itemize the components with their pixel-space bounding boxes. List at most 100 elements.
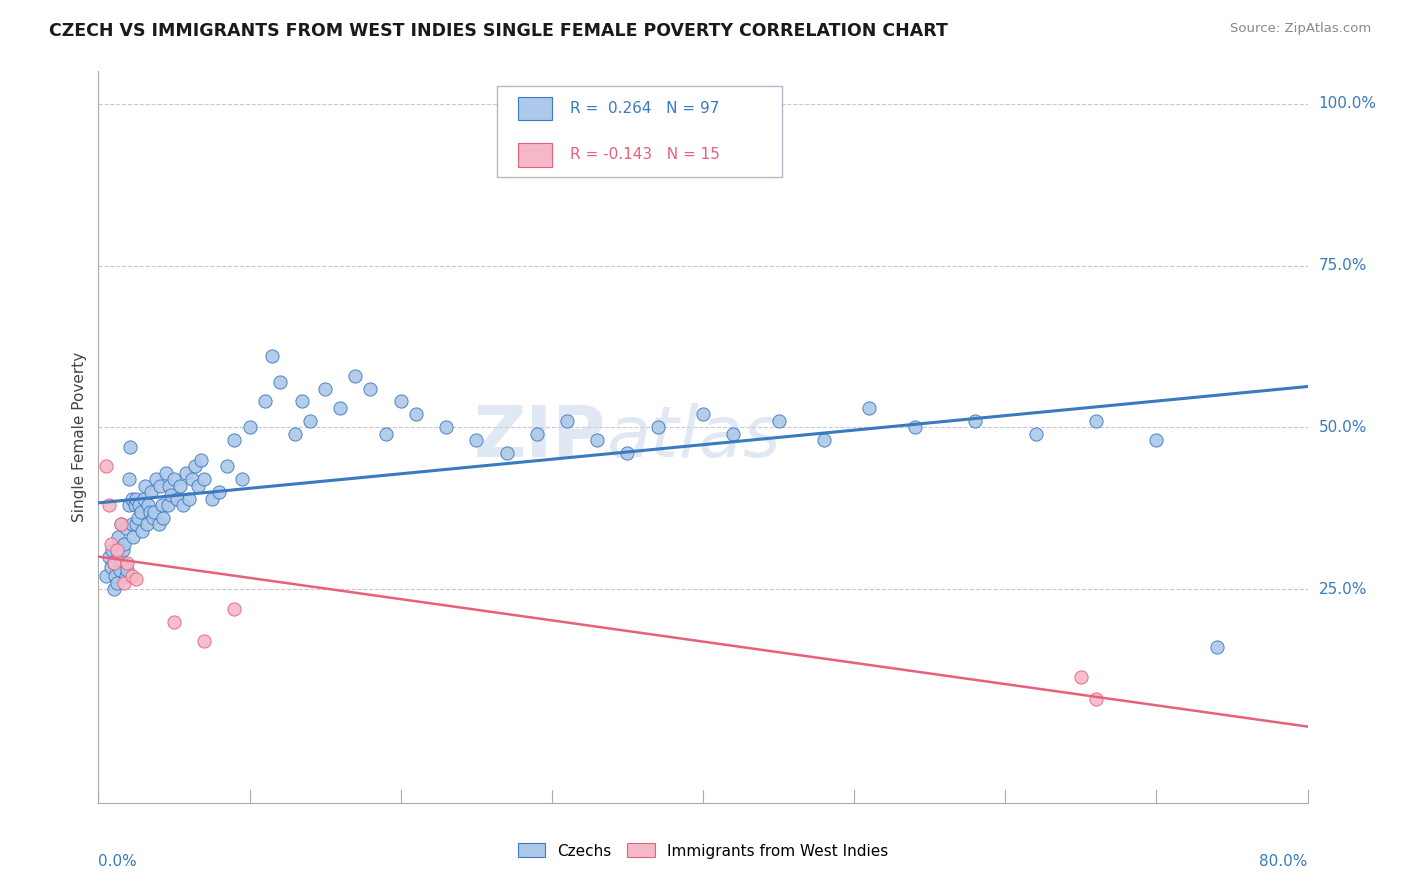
- Point: [160, 488, 183, 502]
- Point: [114, 521, 136, 535]
- Bar: [517, 143, 553, 167]
- Text: 25.0%: 25.0%: [1319, 582, 1367, 597]
- Point: [156, 498, 179, 512]
- Point: [1085, 414, 1108, 428]
- Point: [1085, 692, 1108, 706]
- Point: [616, 446, 638, 460]
- Point: [405, 408, 427, 422]
- Point: [94, 459, 117, 474]
- Point: [284, 426, 307, 441]
- Point: [124, 498, 146, 512]
- Point: [127, 511, 149, 525]
- Point: [98, 549, 121, 564]
- Point: [143, 504, 166, 518]
- Text: R =  0.264   N = 97: R = 0.264 N = 97: [569, 101, 720, 116]
- Point: [360, 382, 382, 396]
- Point: [111, 543, 134, 558]
- Point: [114, 569, 136, 583]
- Point: [555, 414, 578, 428]
- Legend: Czechs, Immigrants from West Indies: Czechs, Immigrants from West Indies: [512, 838, 894, 864]
- Point: [208, 485, 231, 500]
- Point: [291, 394, 314, 409]
- Point: [110, 553, 132, 567]
- Point: [647, 420, 669, 434]
- Point: [101, 543, 124, 558]
- Point: [148, 517, 170, 532]
- Point: [193, 472, 215, 486]
- Point: [155, 466, 177, 480]
- Point: [858, 401, 880, 415]
- Text: 50.0%: 50.0%: [1319, 420, 1367, 435]
- Point: [94, 569, 117, 583]
- Point: [166, 491, 188, 506]
- Point: [107, 530, 129, 544]
- Point: [163, 615, 186, 629]
- Text: 80.0%: 80.0%: [1260, 854, 1308, 869]
- Point: [344, 368, 367, 383]
- Point: [141, 485, 163, 500]
- Point: [201, 491, 224, 506]
- Point: [179, 491, 201, 506]
- Y-axis label: Single Female Poverty: Single Female Poverty: [72, 352, 87, 522]
- Point: [149, 478, 172, 492]
- Point: [768, 414, 790, 428]
- Point: [139, 504, 162, 518]
- Point: [98, 498, 121, 512]
- Point: [224, 601, 246, 615]
- Point: [586, 434, 609, 448]
- Text: R = -0.143   N = 15: R = -0.143 N = 15: [569, 147, 720, 162]
- Point: [965, 414, 987, 428]
- Point: [159, 478, 181, 492]
- Point: [110, 517, 132, 532]
- Bar: [517, 97, 553, 120]
- Point: [904, 420, 927, 434]
- Point: [129, 504, 152, 518]
- Point: [434, 420, 457, 434]
- Point: [118, 498, 141, 512]
- Point: [150, 498, 173, 512]
- Point: [169, 478, 191, 492]
- Point: [128, 498, 150, 512]
- Point: [121, 569, 143, 583]
- Point: [224, 434, 246, 448]
- Point: [465, 434, 488, 448]
- Text: Source: ZipAtlas.com: Source: ZipAtlas.com: [1230, 22, 1371, 36]
- Point: [132, 491, 155, 506]
- Text: atlas: atlas: [606, 402, 780, 472]
- Point: [100, 559, 122, 574]
- Point: [105, 543, 128, 558]
- Point: [269, 375, 291, 389]
- Point: [112, 575, 135, 590]
- Point: [215, 459, 238, 474]
- Point: [262, 349, 284, 363]
- Point: [120, 440, 142, 454]
- Point: [1206, 640, 1229, 655]
- Point: [193, 634, 215, 648]
- Point: [135, 517, 157, 532]
- FancyBboxPatch shape: [498, 86, 782, 178]
- Point: [125, 491, 148, 506]
- Point: [526, 426, 548, 441]
- Point: [103, 582, 125, 597]
- Point: [172, 498, 194, 512]
- Point: [389, 394, 412, 409]
- Point: [163, 472, 186, 486]
- Point: [1024, 426, 1046, 441]
- Point: [1070, 669, 1092, 683]
- Point: [125, 573, 148, 587]
- Point: [112, 537, 135, 551]
- Point: [723, 426, 745, 441]
- Point: [110, 517, 132, 532]
- Point: [299, 414, 322, 428]
- Text: CZECH VS IMMIGRANTS FROM WEST INDIES SINGLE FEMALE POVERTY CORRELATION CHART: CZECH VS IMMIGRANTS FROM WEST INDIES SIN…: [49, 22, 948, 40]
- Point: [104, 569, 127, 583]
- Text: 0.0%: 0.0%: [98, 854, 138, 869]
- Point: [187, 478, 209, 492]
- Point: [122, 530, 145, 544]
- Point: [115, 563, 138, 577]
- Point: [108, 563, 131, 577]
- Point: [142, 511, 165, 525]
- Point: [115, 557, 138, 571]
- Point: [329, 401, 352, 415]
- Point: [190, 452, 212, 467]
